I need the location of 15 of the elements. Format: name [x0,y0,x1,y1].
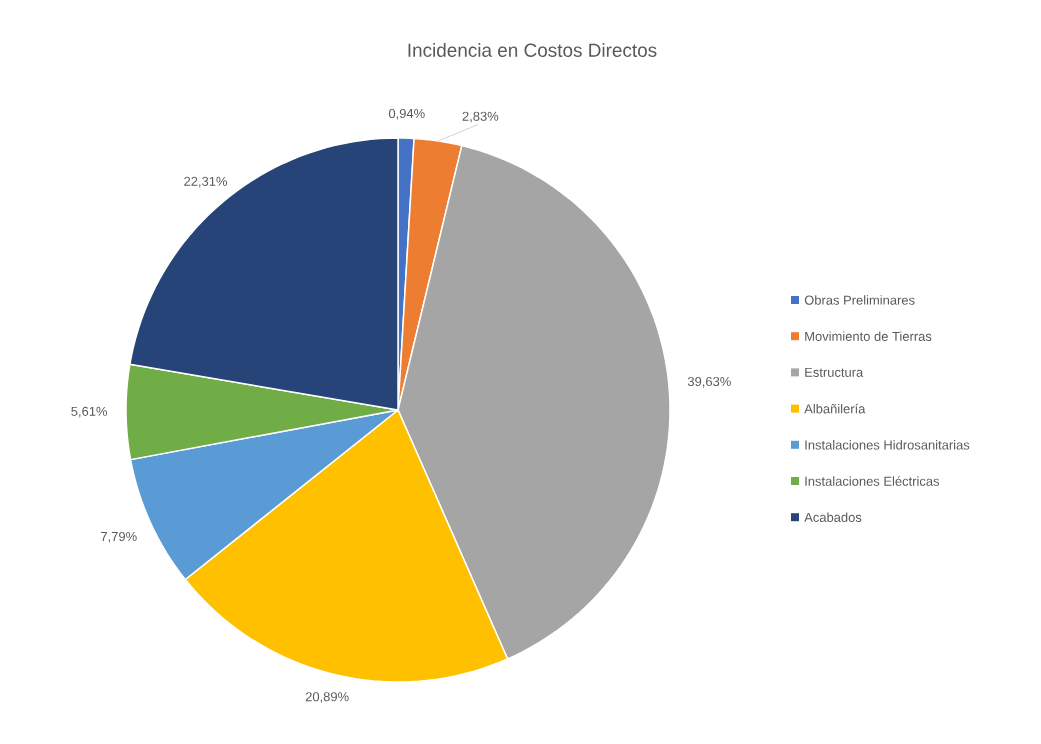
data-label: 7,79% [101,531,137,543]
legend-label: Instalaciones Eléctricas [805,476,940,486]
data-label: 2,83% [462,111,499,123]
legend-label: Estructura [805,367,864,377]
data-label: 20,89% [305,692,349,703]
legend-label: Obras Preliminares [804,295,915,305]
legend-label: Albañilería [804,403,866,414]
data-label: 0,94% [388,108,425,120]
data-label: 5,61% [71,406,108,418]
legend-label: Movimiento de Tierras [805,331,932,341]
data-label: 39,63% [687,376,731,388]
legend-label: Instalaciones Hidrosanitarias [805,440,970,450]
legend-label: Acabados [804,512,862,522]
data-label: 22,31% [184,176,228,188]
chart-title: Incidencia en Costos Directos [408,43,657,57]
